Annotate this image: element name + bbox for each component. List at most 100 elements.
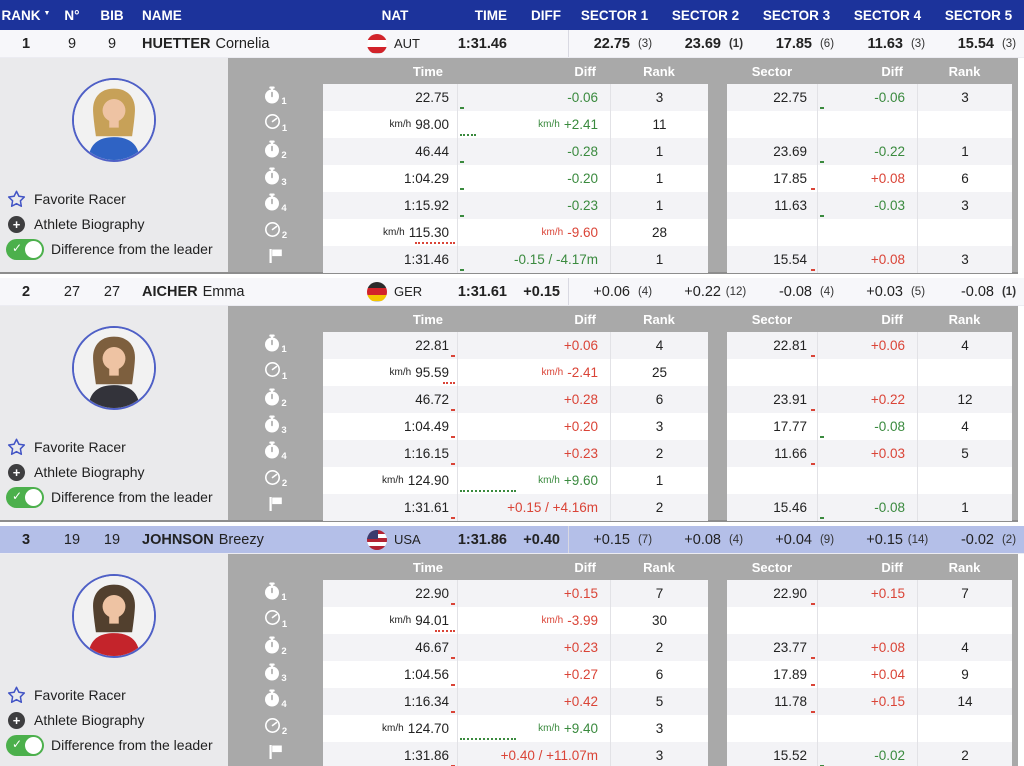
metric-index: 4 xyxy=(281,699,287,711)
diff-dots-indicator xyxy=(820,107,824,109)
speed-icon: 2 xyxy=(228,218,323,245)
check-icon: ✓ xyxy=(12,240,23,255)
detail-gap-cell xyxy=(708,138,727,165)
racer-photo[interactable] xyxy=(72,326,156,410)
stopwatch-icon: 4 xyxy=(228,439,323,466)
detail-rank-cell: 11 xyxy=(610,111,708,138)
sector-summary-value: +0.15 xyxy=(593,531,630,548)
diff-dots-indicator xyxy=(811,684,815,686)
detail-diff-cell: km/h +9.40 xyxy=(457,715,610,742)
detail-sector-cell: 17.89 xyxy=(727,661,817,688)
detail-row: 46.72 +0.28 6 23.91 +0.22 12 xyxy=(323,386,1012,413)
difference-from-leader-toggle[interactable]: ✓ Difference from the leader xyxy=(6,238,224,260)
sector-summary-value: -0.08 xyxy=(778,283,812,300)
col-time[interactable]: TIME xyxy=(474,7,507,23)
detail-row: 1:15.92 -0.23 1 11.63 -0.03 3 xyxy=(323,192,1012,219)
sector-summary-rank: (5) xyxy=(910,285,926,298)
difference-from-leader-toggle[interactable]: ✓ Difference from the leader xyxy=(6,734,224,756)
racer-number: 19 xyxy=(63,531,81,548)
detail-rank-cell: 1 xyxy=(610,165,708,192)
col-name[interactable]: NAME xyxy=(142,7,182,23)
racer-options: Favorite Racer + Athlete Biography ✓ Dif… xyxy=(0,684,228,766)
sector-summary-rank: (3) xyxy=(637,37,653,50)
detail-time-cell: 46.72 xyxy=(323,386,457,413)
detail-time-value: 1:31.86 xyxy=(403,748,449,763)
detail-sector-diff-cell xyxy=(817,111,917,138)
sector-summary-value: +0.06 xyxy=(593,283,630,300)
detail-sector-rank-cell: 4 xyxy=(917,332,1012,359)
detail-rank-cell: 1 xyxy=(610,192,708,219)
toggle-on-icon[interactable]: ✓ xyxy=(6,486,44,508)
col-nat[interactable]: NAT xyxy=(381,7,409,23)
racer-summary-row[interactable]: 3 19 19 JOHNSON Breezy USA 1:31.86 +0.40… xyxy=(0,526,1024,554)
detail-sector-diff-cell: -0.06 xyxy=(817,84,917,111)
kmh-unit-label: km/h xyxy=(389,367,412,378)
col-sector-5[interactable]: SECTOR 5 xyxy=(944,7,1013,23)
sector-summary-cell: 22.75 (3) xyxy=(569,30,660,57)
racer-summary-row[interactable]: 1 9 9 HUETTER Cornelia AUT 1:31.46 22.75… xyxy=(0,30,1024,58)
detail-time-cell: 1:31.46 xyxy=(323,246,457,273)
detail-row: 1:16.15 +0.23 2 11.66 +0.03 5 xyxy=(323,440,1012,467)
flag-stripe xyxy=(367,294,387,302)
sector-summary-rank: (3) xyxy=(1001,37,1017,50)
racer-summary-row[interactable]: 2 27 27 AICHER Emma GER 1:31.61 +0.15 +0… xyxy=(0,278,1024,306)
flag-icon xyxy=(228,245,323,272)
flag-stripe xyxy=(367,288,387,295)
col-sector-2[interactable]: SECTOR 2 xyxy=(671,7,740,23)
favorite-racer-button[interactable]: Favorite Racer xyxy=(6,684,224,706)
detail-diff-cell: -0.23 xyxy=(457,192,610,219)
metric-icons-column: 1 1 2 3 4 2 xyxy=(228,306,323,520)
favorite-racer-button[interactable]: Favorite Racer xyxy=(6,188,224,210)
detail-diff-cell: +0.23 xyxy=(457,440,610,467)
sector-summary-value: 17.85 xyxy=(775,35,812,52)
col-bib[interactable]: BIB xyxy=(100,7,124,23)
toggle-on-icon[interactable]: ✓ xyxy=(6,734,44,756)
star-icon xyxy=(6,189,27,209)
kmh-unit-label: km/h xyxy=(541,367,564,378)
athlete-biography-button[interactable]: + Athlete Biography xyxy=(6,461,224,483)
detail-col-time: Time xyxy=(412,311,443,327)
racer-section: 2 27 27 AICHER Emma GER 1:31.61 +0.15 +0… xyxy=(0,278,1024,522)
sector-summary-cell: -0.08 (4) xyxy=(751,278,842,305)
detail-diff-cell: +0.20 xyxy=(457,413,610,440)
detail-col-sector: Sector xyxy=(751,63,793,79)
difference-from-leader-toggle[interactable]: ✓ Difference from the leader xyxy=(6,486,224,508)
detail-sector-cell: 11.63 xyxy=(727,192,817,219)
athlete-biography-button[interactable]: + Athlete Biography xyxy=(6,709,224,731)
detail-time-cell: 1:31.61 xyxy=(323,494,457,521)
detail-col-sector: Sector xyxy=(751,311,793,327)
racer-photo[interactable] xyxy=(72,574,156,658)
col-sector-4[interactable]: SECTOR 4 xyxy=(853,7,922,23)
metric-index: 3 xyxy=(281,672,287,684)
racer-total-time: 1:31.46 xyxy=(457,35,507,52)
detail-sector-diff-cell: +0.15 xyxy=(817,688,917,715)
detail-gap-cell xyxy=(708,607,727,634)
toggle-on-icon[interactable]: ✓ xyxy=(6,238,44,260)
sector-summary-cell: -0.08 (1) xyxy=(933,278,1024,305)
diff-dots-indicator xyxy=(460,107,464,109)
racer-photo[interactable] xyxy=(72,78,156,162)
favorite-racer-button[interactable]: Favorite Racer xyxy=(6,436,224,458)
detail-diff-cell: +0.40 / +11.07m xyxy=(457,742,610,766)
detail-col-rank2: Rank xyxy=(948,311,981,327)
kmh-unit-label: km/h xyxy=(538,723,560,734)
check-icon: ✓ xyxy=(12,488,23,503)
detail-time-value: 1:04.49 xyxy=(403,419,449,434)
detail-sector-rank-cell xyxy=(917,607,1012,634)
athlete-biography-button[interactable]: + Athlete Biography xyxy=(6,213,224,235)
col-sector-3[interactable]: SECTOR 3 xyxy=(762,7,831,23)
plus-icon: + xyxy=(8,463,25,481)
col-number[interactable]: N° xyxy=(64,7,80,23)
diff-dots-indicator xyxy=(820,517,824,519)
diff-dots-indicator xyxy=(451,711,455,713)
detail-table-rows: 22.81 +0.06 4 22.81 +0.06 4 km/h 95.59 km/h -2.41… xyxy=(323,332,1012,521)
detail-rank-cell: 3 xyxy=(610,413,708,440)
col-rank[interactable]: RANK ▼ xyxy=(0,0,52,30)
col-diff[interactable]: DIFF xyxy=(531,7,561,23)
racer-name: AICHER Emma xyxy=(132,278,359,305)
racer-nation: AUT xyxy=(359,30,431,57)
detail-rank-cell: 1 xyxy=(610,246,708,273)
col-sector-1[interactable]: SECTOR 1 xyxy=(580,7,649,23)
detail-sector-diff-cell: -0.03 xyxy=(817,192,917,219)
